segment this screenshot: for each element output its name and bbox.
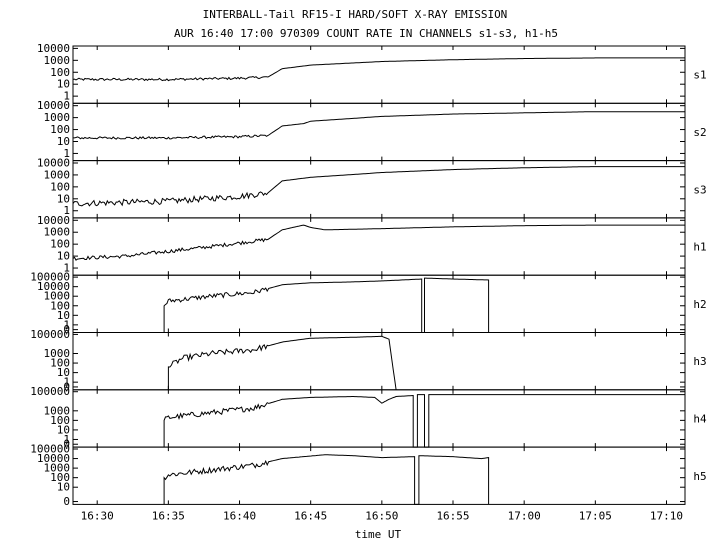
panel-frame — [72, 217, 686, 276]
panel-label-h4: h4 — [693, 412, 707, 425]
chart-title: INTERBALL-Tail RF15-I HARD/SOFT X-RAY EM… — [203, 8, 508, 21]
panel-label-h3: h3 — [693, 355, 706, 368]
series-line-s2 — [73, 111, 685, 140]
series-line-s3 — [72, 166, 685, 207]
y-tick-label: 10 — [57, 309, 70, 322]
y-tick-label: 100000 — [30, 385, 70, 398]
panel-label-h2: h2 — [693, 298, 706, 311]
y-tick-label: 100000 — [30, 271, 70, 284]
y-tick-label: 10 — [57, 192, 70, 205]
x-axis: 16:30 16:35 16:40 16:45 16:50 16:55 17:00 17:05… — [81, 509, 683, 522]
x-tick-label: 17:10 — [650, 509, 683, 522]
y-tick-label: 100 — [50, 123, 70, 136]
panel-label-s3: s3 — [693, 183, 706, 196]
y-tick-label: 0 — [63, 495, 70, 508]
panel-frame — [72, 160, 686, 219]
panel-frame — [72, 45, 686, 104]
y-tick-label: 1 — [63, 318, 70, 331]
y-tick-label: 1000 — [44, 226, 71, 239]
series-line-h5 — [163, 454, 490, 505]
y-tick-label: 1 — [63, 204, 70, 217]
y-tick-label: 10 — [57, 135, 70, 148]
x-tick-label: 16:45 — [294, 509, 327, 522]
y-tick-label: 10000 — [37, 42, 70, 55]
x-tick-label: 16:55 — [436, 509, 469, 522]
y-tick-label: 10000 — [37, 156, 70, 169]
y-tick-label: 10000 — [37, 214, 70, 227]
panel-label-s1: s1 — [693, 69, 706, 82]
x-tick-label: 17:05 — [579, 509, 612, 522]
y-tick-label: 1 — [63, 147, 70, 160]
y-tick-label: 1000 — [44, 404, 71, 417]
y-tick-label: 1000 — [44, 462, 71, 475]
panel-label-h5: h5 — [693, 470, 706, 483]
x-axis-label: time UT — [355, 528, 402, 541]
x-tick-label: 17:00 — [508, 509, 541, 522]
y-tick-label: 0 — [63, 380, 70, 393]
y-tick-label: 10 — [57, 481, 70, 494]
series-line-s1 — [72, 57, 685, 82]
y-tick-label: 10000 — [37, 452, 70, 465]
y-tick-label: 1 — [63, 90, 70, 103]
y-tick-label: 100 — [50, 180, 70, 193]
y-tick-label: 10000 — [37, 280, 70, 293]
y-tick-label: 1 — [63, 262, 70, 275]
y-tick-label: 100000 — [30, 328, 70, 341]
y-tick-label: 100 — [50, 357, 70, 370]
panels-group: 100001000100101s1100001000100101s2100001… — [30, 42, 707, 508]
y-tick-label: 10000 — [37, 99, 70, 112]
series-line-h4 — [163, 394, 685, 448]
series-line-h2 — [163, 277, 490, 333]
chart-subtitle: AUR 16:40 17:00 970309 COUNT RATE IN CHA… — [174, 27, 558, 40]
y-tick-label: 1000 — [44, 111, 71, 124]
y-tick-label: 100 — [50, 299, 70, 312]
panel-label-s2: s2 — [693, 126, 706, 139]
series-line-h1 — [72, 224, 685, 261]
x-tick-label: 16:30 — [81, 509, 114, 522]
panel-label-h1: h1 — [693, 241, 706, 254]
panel-frame — [72, 274, 686, 334]
panel-frame — [72, 332, 686, 391]
y-tick-label: 10 — [57, 423, 70, 436]
y-tick-label: 1 — [63, 433, 70, 446]
x-tick-label: 16:35 — [152, 509, 185, 522]
panel-frame — [72, 446, 686, 505]
y-tick-label: 1000 — [44, 54, 71, 67]
y-tick-label: 1 — [63, 376, 70, 389]
y-tick-label: 100 — [50, 66, 70, 79]
y-tick-label: 100000 — [30, 443, 70, 456]
y-tick-label: 100 — [50, 471, 70, 484]
y-tick-label: 0 — [63, 438, 70, 451]
y-tick-label: 100 — [50, 238, 70, 251]
y-tick-label: 100 — [50, 414, 70, 427]
y-tick-label: 10 — [57, 78, 70, 91]
y-tick-label: 10 — [57, 250, 70, 263]
x-tick-label: 16:40 — [223, 509, 256, 522]
x-tick-label: 16:50 — [365, 509, 398, 522]
y-tick-label: 1000 — [44, 347, 71, 360]
y-tick-label: 1000 — [44, 290, 71, 303]
series-line-h3 — [167, 335, 397, 390]
y-tick-label: 10 — [57, 366, 70, 379]
y-tick-label: 0 — [63, 323, 70, 336]
y-tick-label: 1000 — [44, 168, 71, 181]
